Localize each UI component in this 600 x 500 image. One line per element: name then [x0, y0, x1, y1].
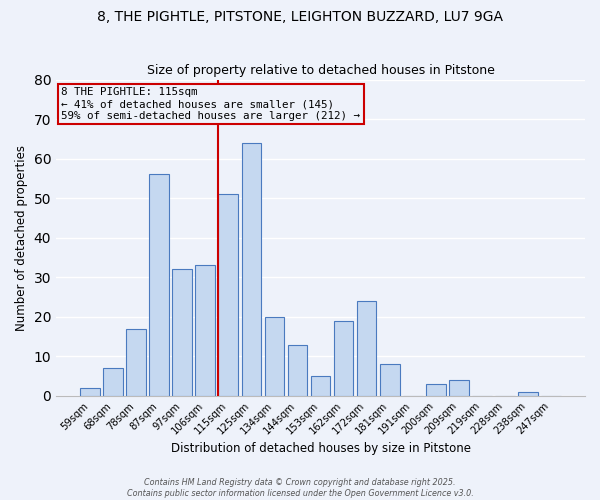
Bar	[311, 376, 331, 396]
Bar	[380, 364, 400, 396]
Bar	[149, 174, 169, 396]
Bar	[426, 384, 446, 396]
Bar	[449, 380, 469, 396]
Y-axis label: Number of detached properties: Number of detached properties	[15, 145, 28, 331]
Bar	[242, 143, 261, 396]
Text: 8 THE PIGHTLE: 115sqm
← 41% of detached houses are smaller (145)
59% of semi-det: 8 THE PIGHTLE: 115sqm ← 41% of detached …	[61, 88, 361, 120]
Bar	[518, 392, 538, 396]
Bar	[287, 344, 307, 396]
Bar	[218, 194, 238, 396]
Title: Size of property relative to detached houses in Pitstone: Size of property relative to detached ho…	[146, 64, 494, 77]
Bar	[172, 270, 192, 396]
Bar	[265, 317, 284, 396]
Bar	[103, 368, 123, 396]
Bar	[357, 301, 376, 396]
Text: 8, THE PIGHTLE, PITSTONE, LEIGHTON BUZZARD, LU7 9GA: 8, THE PIGHTLE, PITSTONE, LEIGHTON BUZZA…	[97, 10, 503, 24]
Bar	[196, 266, 215, 396]
Bar	[80, 388, 100, 396]
Bar	[334, 321, 353, 396]
Bar	[126, 328, 146, 396]
Text: Contains HM Land Registry data © Crown copyright and database right 2025.
Contai: Contains HM Land Registry data © Crown c…	[127, 478, 473, 498]
X-axis label: Distribution of detached houses by size in Pitstone: Distribution of detached houses by size …	[170, 442, 470, 455]
